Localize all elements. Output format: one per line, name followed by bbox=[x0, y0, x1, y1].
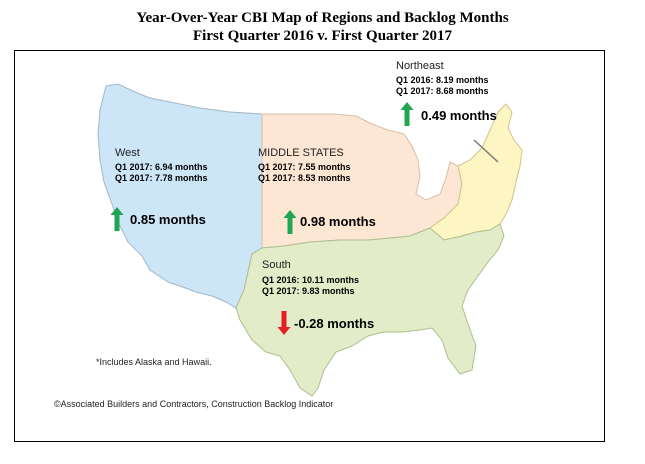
south-arrow-down-icon bbox=[277, 311, 291, 335]
region-northeast bbox=[429, 103, 523, 241]
south-region-name: South bbox=[262, 259, 291, 271]
middle-arrow-up-icon bbox=[283, 210, 297, 234]
northeast-line-1: Q1 2016: 8.19 months bbox=[396, 75, 489, 85]
map-title-line-1: Year-Over-Year CBI Map of Regions and Ba… bbox=[136, 10, 509, 26]
middle-line-1: Q1 2017: 7.55 months bbox=[258, 162, 351, 172]
northeast-change: 0.49 months bbox=[421, 108, 497, 123]
northeast-arrow-up-icon bbox=[400, 102, 414, 126]
west-line-2: Q1 2017: 7.78 months bbox=[115, 173, 208, 183]
middle-line-2: Q1 2017: 8.53 months bbox=[258, 173, 351, 183]
footnote: *Includes Alaska and Hawaii. bbox=[96, 357, 212, 367]
west-change: 0.85 months bbox=[130, 212, 206, 227]
region-south bbox=[235, 223, 505, 397]
middle-region-name: MIDDLE STATES bbox=[258, 147, 344, 159]
northeast-region-name: Northeast bbox=[396, 60, 444, 72]
south-change: -0.28 months bbox=[294, 316, 375, 331]
middle-change: 0.98 months bbox=[300, 214, 376, 229]
south-line-2: Q1 2017: 9.83 months bbox=[262, 286, 355, 296]
northeast-line-2: Q1 2017: 8.68 months bbox=[396, 86, 489, 96]
south-line-1: Q1 2016: 10.11 months bbox=[262, 275, 360, 285]
west-region-name: West bbox=[115, 147, 140, 159]
source-credit: ©Associated Builders and Contractors, Co… bbox=[54, 399, 334, 409]
map-title-line-2: First Quarter 2016 v. First Quarter 2017 bbox=[193, 28, 452, 44]
west-line-1: Q1 2017: 6.94 months bbox=[115, 162, 208, 172]
northeast-callout-line bbox=[473, 139, 499, 163]
region-west bbox=[97, 83, 263, 309]
west-arrow-up-icon bbox=[110, 207, 124, 231]
